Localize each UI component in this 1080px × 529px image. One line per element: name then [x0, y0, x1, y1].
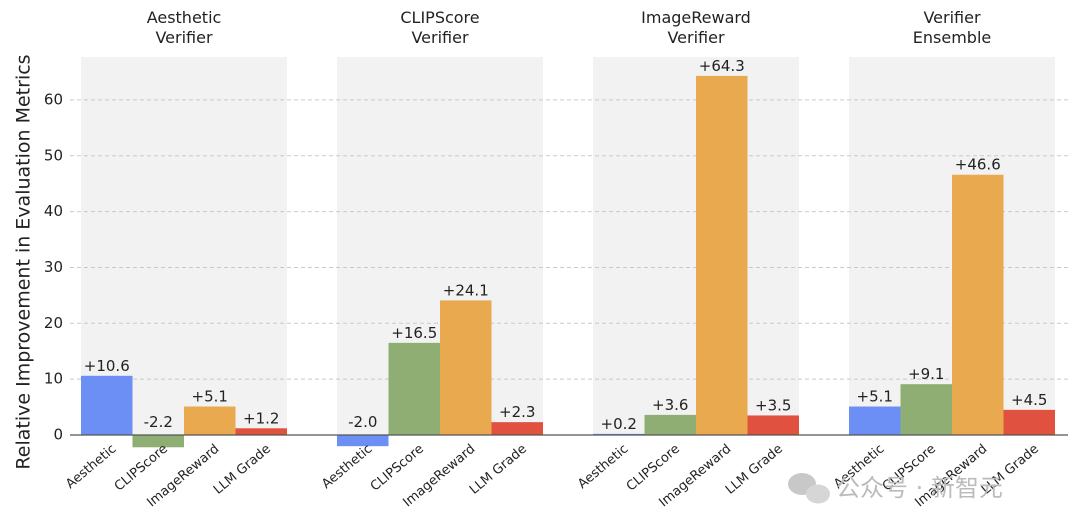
x-tick-label: Aesthetic	[319, 442, 375, 492]
y-tick-label: 20	[44, 314, 63, 332]
bar	[184, 406, 236, 435]
data-label: +5.1	[857, 388, 893, 406]
y-tick-label: 60	[44, 90, 63, 108]
y-axis-label: Relative Improvement in Evaluation Metri…	[13, 54, 35, 469]
bar	[696, 75, 748, 436]
bar	[440, 300, 492, 435]
data-label: +46.6	[955, 156, 1001, 174]
wechat-icon	[788, 473, 830, 504]
bar	[900, 384, 952, 435]
panel-backgrounds	[81, 57, 1055, 435]
data-label: +4.5	[1011, 391, 1047, 409]
data-label: -2.2	[144, 413, 173, 431]
bar	[849, 406, 901, 435]
x-tick-label: LLM Grade	[723, 442, 786, 498]
y-tick-label: 30	[44, 258, 63, 276]
panel-background-1	[81, 57, 287, 435]
bar	[644, 414, 696, 435]
data-label: +3.6	[652, 396, 688, 414]
data-label: +5.1	[192, 388, 228, 406]
data-label: +64.3	[699, 57, 745, 75]
panel-title: Verifier	[411, 28, 468, 47]
bars	[81, 75, 1055, 448]
y-tick-label: 10	[44, 370, 63, 388]
bar	[491, 422, 543, 435]
bar	[337, 435, 389, 447]
bar	[952, 174, 1004, 435]
data-label: -2.0	[348, 413, 377, 431]
bar	[132, 435, 184, 448]
watermark-text: 公众号 · 新智元	[836, 474, 1003, 502]
bar	[235, 428, 287, 435]
bar	[388, 342, 440, 435]
panel-title: Verifier	[923, 8, 980, 27]
y-tick-label: 50	[44, 146, 63, 164]
bar	[747, 415, 799, 435]
gridlines	[70, 99, 1068, 380]
panel-title: Aesthetic	[147, 8, 222, 27]
x-tick-label: Aesthetic	[575, 442, 631, 492]
data-label: +0.2	[601, 415, 637, 433]
panel-title: CLIPScore	[400, 8, 479, 27]
data-label: +16.5	[391, 324, 437, 342]
y-tick-label: 40	[44, 202, 63, 220]
bar	[1003, 409, 1055, 435]
panel-title: Verifier	[155, 28, 212, 47]
panel-title: Ensemble	[913, 28, 991, 47]
data-label: +2.3	[499, 403, 535, 421]
x-tick-label: LLM Grade	[211, 442, 274, 498]
data-label: +1.2	[243, 409, 279, 427]
data-label: +3.5	[755, 396, 791, 414]
panel-title: Verifier	[667, 28, 724, 47]
bar	[81, 375, 133, 435]
panel-title: ImageReward	[641, 8, 751, 27]
data-label: +9.1	[908, 365, 944, 383]
y-tick-label: 0	[53, 426, 63, 444]
x-tick-label: Aesthetic	[63, 442, 119, 492]
data-label: +24.1	[443, 281, 489, 299]
data-label: +10.6	[84, 357, 130, 375]
x-tick-label: LLM Grade	[467, 442, 530, 498]
watermark: 公众号 · 新智元	[788, 473, 1003, 504]
